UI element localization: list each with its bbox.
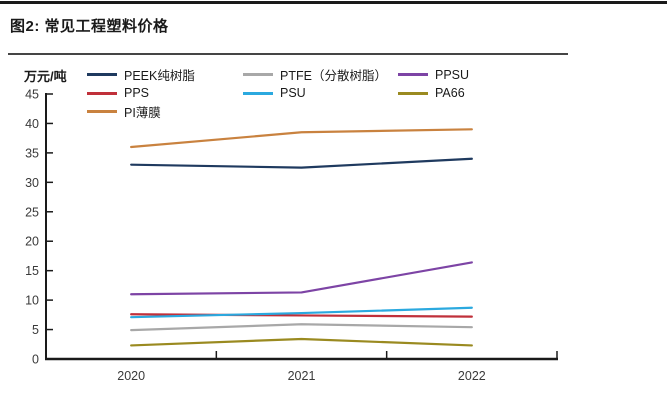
y-tick-label: 35 [25, 146, 39, 160]
y-tick-label: 15 [25, 264, 39, 278]
series-line-4 [130, 306, 473, 319]
y-tick-label: 10 [25, 294, 39, 308]
series-line-6 [130, 337, 473, 347]
y-tick-label: 25 [25, 205, 39, 219]
series-line-5 [130, 261, 473, 296]
x-tick-label: 2021 [288, 369, 316, 383]
title-divider [8, 53, 568, 55]
x-tick-label: 2020 [117, 369, 145, 383]
y-tick-label: 20 [25, 235, 39, 249]
y-tick-label: 30 [25, 176, 39, 190]
x-tick-label: 2022 [458, 369, 486, 383]
y-tick-label: 5 [32, 323, 39, 337]
series-line-1 [130, 313, 473, 318]
y-tick-label: 40 [25, 117, 39, 131]
figure-title: 图2: 常见工程塑料价格 [10, 18, 169, 35]
top-rule [0, 1, 667, 4]
series-line-0 [130, 157, 473, 169]
y-tick-label: 45 [25, 88, 39, 102]
series-line-3 [130, 323, 473, 332]
series-line-2 [130, 128, 473, 149]
y-axis-unit-label: 万元/吨 [24, 69, 67, 84]
y-tick-label: 0 [32, 353, 39, 367]
